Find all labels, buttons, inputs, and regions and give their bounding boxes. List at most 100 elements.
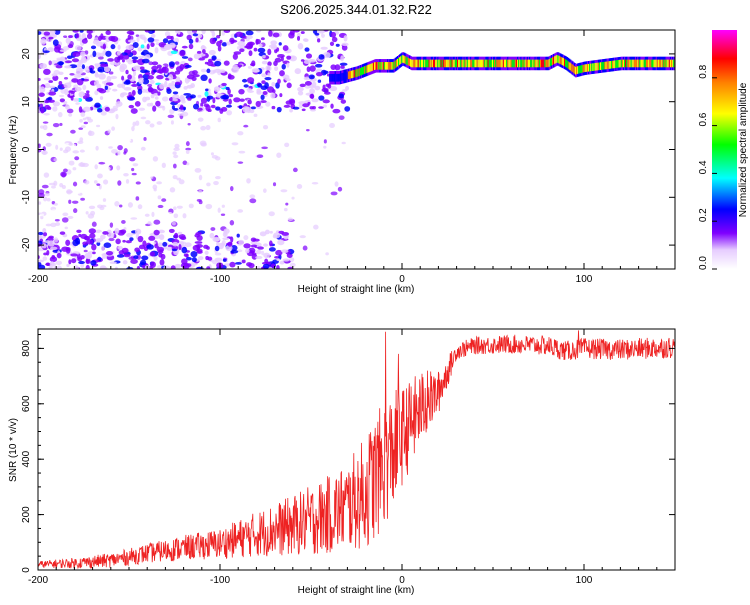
heatmap-cell xyxy=(203,115,210,118)
heatmap-cell xyxy=(197,107,203,111)
heatmap-cell xyxy=(592,63,595,71)
heatmap-cell xyxy=(217,207,221,213)
heatmap-cell xyxy=(669,59,672,68)
heatmap-cell xyxy=(194,168,202,173)
heatmap-cell xyxy=(125,240,132,244)
heatmap-cell xyxy=(670,59,673,68)
heatmap-cell xyxy=(405,56,408,65)
heatmap-cell xyxy=(340,99,347,104)
heatmap-cell xyxy=(83,249,88,253)
heatmap-cell xyxy=(317,79,322,83)
heatmap-cell xyxy=(44,99,50,104)
heatmap-cell xyxy=(102,179,109,185)
heatmap-cell xyxy=(98,88,107,94)
heatmap-cell xyxy=(203,244,209,249)
heatmap-cell xyxy=(97,204,103,209)
heatmap-cell xyxy=(276,100,283,106)
heatmap-cell xyxy=(97,52,105,57)
heatmap-cell xyxy=(249,194,256,199)
heatmap-cell xyxy=(195,159,201,164)
heatmap-cell xyxy=(107,173,114,178)
heatmap-cell xyxy=(95,145,99,151)
heatmap-cell xyxy=(125,44,134,51)
heatmap-cell xyxy=(337,73,340,82)
heatmap-cell xyxy=(49,30,56,35)
heatmap-cell xyxy=(96,241,101,247)
x-tick-label: 100 xyxy=(576,575,593,586)
heatmap-cell xyxy=(110,75,118,80)
heatmap-cell xyxy=(89,106,94,111)
heatmap-cell xyxy=(303,191,310,196)
heatmap-cell xyxy=(476,59,479,68)
heatmap-cell xyxy=(406,57,409,65)
heatmap-cell xyxy=(128,104,135,109)
heatmap-cell xyxy=(339,62,348,66)
heatmap-cell xyxy=(263,252,270,259)
heatmap-cell xyxy=(539,59,542,68)
heatmap-cell xyxy=(276,125,281,130)
heatmap-cell xyxy=(223,255,230,258)
heatmap-cell xyxy=(437,59,440,68)
heatmap-cell xyxy=(135,120,140,126)
heatmap-cell xyxy=(39,86,46,93)
heatmap-cell xyxy=(422,59,425,68)
heatmap-cell xyxy=(257,246,264,250)
heatmap-cell xyxy=(589,63,592,72)
heatmap-cell xyxy=(131,83,138,87)
heatmap-cell xyxy=(586,64,589,72)
heatmap-cell xyxy=(357,68,360,77)
heatmap-cell xyxy=(366,65,369,73)
heatmap-cell xyxy=(39,125,44,129)
heatmap-cell xyxy=(645,59,648,68)
heatmap-cell xyxy=(640,59,643,68)
heatmap-cell xyxy=(223,228,230,234)
heatmap-cell xyxy=(72,239,79,247)
heatmap-cell xyxy=(171,157,175,161)
heatmap-cell xyxy=(258,43,263,48)
heatmap-cell xyxy=(441,59,444,68)
heatmap-cell xyxy=(117,180,122,186)
heatmap-cell xyxy=(54,46,61,53)
heatmap-cell xyxy=(387,62,390,70)
heatmap-cell xyxy=(93,180,98,184)
colorbar-ticks: 0.0 0.2 0.4 0.6 0.8 xyxy=(698,64,717,270)
colorbar-tick-label: 0.4 xyxy=(698,160,709,174)
heatmap-cell xyxy=(141,255,149,261)
colorbar-tick-label: 0.2 xyxy=(698,208,709,222)
heatmap-cell xyxy=(64,65,72,69)
heatmap-cell xyxy=(179,50,186,57)
heatmap-cell xyxy=(282,258,290,262)
heatmap-cell xyxy=(274,255,280,259)
heatmap-cell xyxy=(248,50,253,57)
heatmap-cell xyxy=(149,123,155,128)
heatmap-cell xyxy=(168,42,176,49)
heatmap-cell xyxy=(255,38,259,45)
heatmap-cell xyxy=(557,55,560,63)
heatmap-cell xyxy=(482,59,485,68)
heatmap-cell xyxy=(134,100,141,107)
heatmap-cell xyxy=(656,59,659,68)
heatmap-cell xyxy=(385,62,388,70)
heatmap-cell xyxy=(322,99,330,104)
heatmap-cell xyxy=(53,158,58,162)
heatmap-cell xyxy=(96,183,101,186)
heatmap-cell xyxy=(100,234,106,240)
heatmap-cell xyxy=(70,90,75,94)
heatmap-cell xyxy=(313,224,319,230)
heatmap-cell xyxy=(147,86,153,93)
heatmap-cell xyxy=(285,202,289,206)
heatmap-cell xyxy=(302,103,310,108)
heatmap-cell xyxy=(257,83,263,88)
heatmap-cell xyxy=(367,64,370,73)
heatmap-cell xyxy=(221,106,228,112)
heatmap-cell xyxy=(52,106,58,112)
heatmap-cell xyxy=(122,260,128,265)
heatmap-cell xyxy=(299,83,306,88)
heatmap-cell xyxy=(581,65,584,73)
heatmap-cell xyxy=(183,92,192,96)
heatmap-cell xyxy=(515,59,518,68)
heatmap-cell xyxy=(65,104,70,110)
heatmap-cell xyxy=(55,222,61,227)
heatmap-cell xyxy=(137,235,144,243)
